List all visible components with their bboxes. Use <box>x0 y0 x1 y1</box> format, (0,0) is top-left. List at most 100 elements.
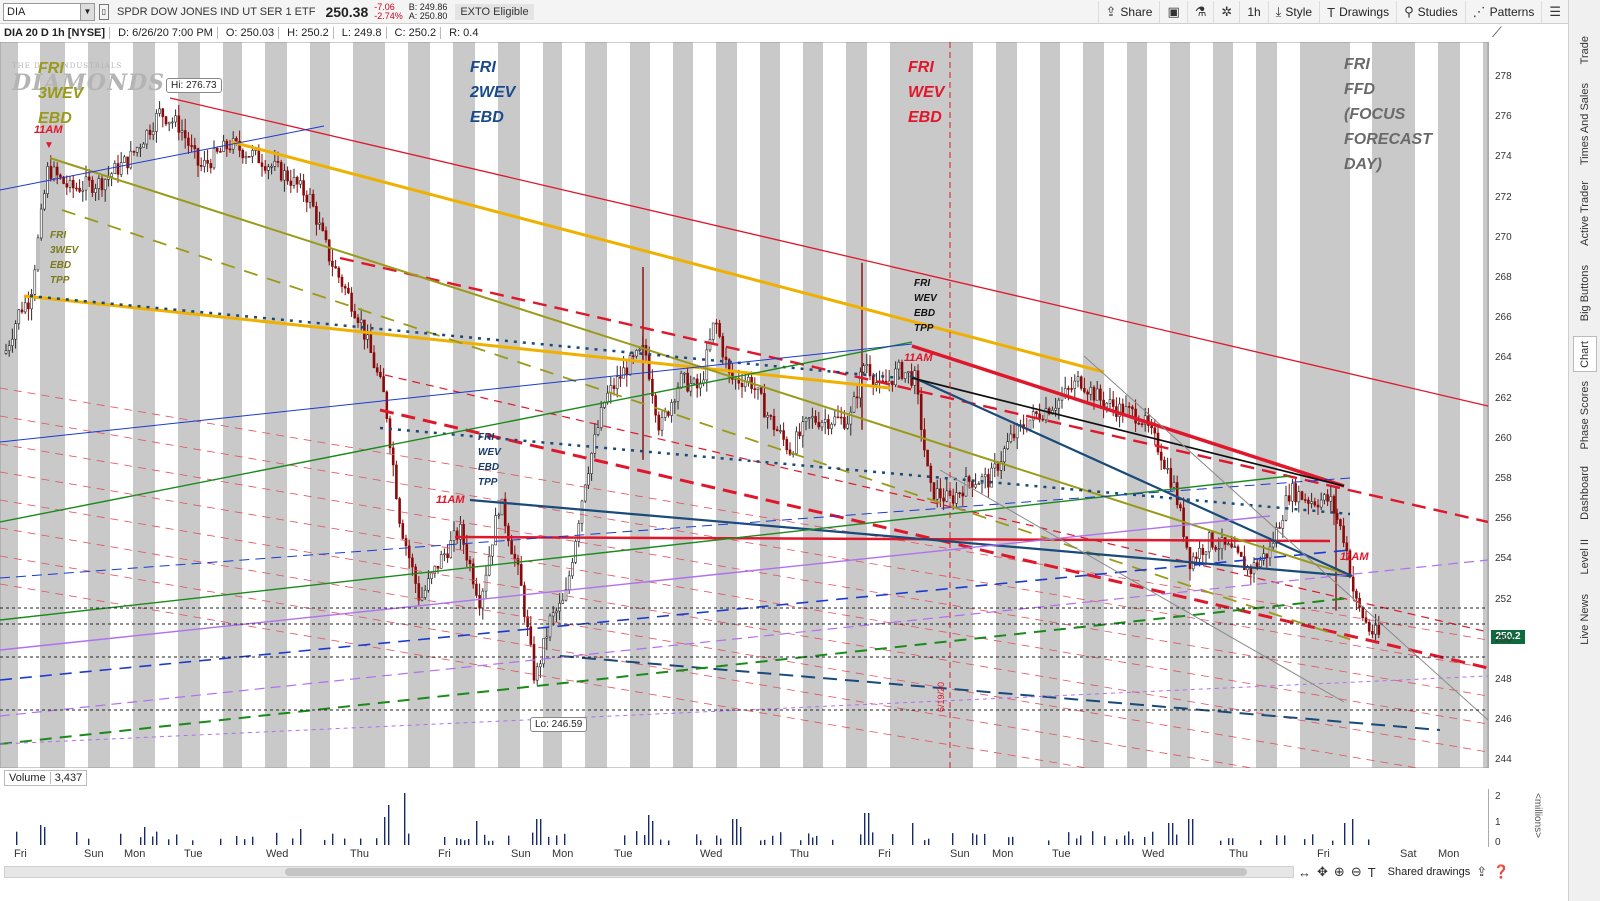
navy-dotted-trendline[interactable] <box>29 294 901 380</box>
text-tool-icon[interactable]: T <box>1367 864 1376 880</box>
black-trendline[interactable] <box>911 377 1345 487</box>
blue-dashed-trendline[interactable] <box>0 549 1351 681</box>
volume-bar <box>1068 832 1070 845</box>
blue-trendline[interactable] <box>0 343 913 443</box>
candle-body <box>1150 425 1153 429</box>
navy-trendline[interactable] <box>909 374 1353 578</box>
scrollbar-thumb[interactable] <box>285 868 1247 876</box>
red-horizontal-line[interactable] <box>454 535 1331 543</box>
red-trendline[interactable] <box>169 97 1488 407</box>
drawings-button[interactable]: T Drawings <box>1319 1 1396 23</box>
gray-trendline[interactable] <box>1083 355 1488 721</box>
bid-value: B: 249.86 <box>408 1 448 12</box>
time-axis-label: Thu <box>790 848 809 860</box>
horizontal-scrollbar[interactable] <box>4 866 1294 878</box>
zoom-in-icon[interactable]: ⊕ <box>1333 864 1345 879</box>
bar-close: C: 250.2 <box>394 27 437 39</box>
red-dashed-trendline-thin[interactable] <box>384 374 1488 633</box>
sidebar-tab-level-ii[interactable]: Level II <box>1573 534 1597 580</box>
flask-button[interactable]: ⚗ <box>1186 1 1214 23</box>
sidebar-tab-live-news[interactable]: Live News <box>1573 588 1597 650</box>
sidebar-tab-dashboard[interactable]: Dashboard <box>1573 458 1597 528</box>
volume-bar <box>1124 835 1126 845</box>
red-dashed-trendline-bold[interactable] <box>379 408 1488 670</box>
settings-button[interactable]: ✲ <box>1213 1 1239 23</box>
blue-dashed-trendline[interactable] <box>0 477 1351 579</box>
candle-body <box>308 193 312 203</box>
price-tick-label: 248 <box>1495 674 1512 685</box>
pan-icon[interactable]: ✥ <box>1317 864 1328 879</box>
candle-body <box>219 151 222 153</box>
session-stripe <box>1190 42 1213 768</box>
purple-dashed-trendline[interactable] <box>0 559 1488 717</box>
candle-body <box>891 380 894 386</box>
time-axis[interactable]: Fri Sun Mon Tue Wed Thu Fri Sun Mon Tue Wed Thu Fri S… <box>0 846 1488 862</box>
menu-button[interactable]: ☰ <box>1541 1 1568 23</box>
sidebar-tab-active-trader[interactable]: Active Trader <box>1573 176 1597 250</box>
drag-handle-icon[interactable]: ↔ <box>1298 864 1311 880</box>
symbol-dropdown-icon[interactable]: ▼ <box>80 3 94 20</box>
annot-line: TPP <box>478 477 498 488</box>
gray-trendline[interactable] <box>939 469 1345 703</box>
candle-body <box>1207 532 1211 553</box>
share-button[interactable]: ⇪ Share <box>1097 1 1160 23</box>
gear-icon: ✲ <box>1221 4 1233 19</box>
timeframe-button[interactable]: 1h <box>1239 1 1267 23</box>
candle-body <box>382 376 385 393</box>
sidebar-tab-chart[interactable]: Chart <box>1573 336 1597 372</box>
annot-line: FRI <box>50 230 67 241</box>
volume-bar <box>1144 836 1146 845</box>
volume-bar <box>556 835 558 845</box>
red-dashed-trendline[interactable] <box>339 256 1488 524</box>
sidebar-tab-trade[interactable]: Trade <box>1573 28 1597 72</box>
navy-dotted-trendline[interactable] <box>379 426 1351 516</box>
sidebar-tab-label: Level II <box>1579 539 1591 575</box>
candle-body <box>1364 617 1368 623</box>
candle-body <box>414 566 417 584</box>
candle-body <box>1031 411 1035 421</box>
session-stripe <box>1104 42 1127 768</box>
olive-dashed-trendline[interactable] <box>61 209 1353 641</box>
style-button[interactable]: ⤓ Style <box>1267 1 1319 23</box>
candle-body <box>199 165 203 167</box>
chart-toolbar: DIA ▼ ▯ SPDR DOW JONES IND UT SER 1 ETF … <box>0 0 1568 24</box>
green-trendline[interactable] <box>0 475 1291 621</box>
sidebar-tab-big-buttons[interactable]: Big Buttons <box>1573 256 1597 330</box>
session-stripe <box>607 42 630 768</box>
candle-body <box>471 563 475 585</box>
price-chart[interactable] <box>0 42 1488 768</box>
link-icon[interactable]: ▯ <box>99 3 109 20</box>
zoom-out-icon[interactable]: ⊖ <box>1350 864 1362 879</box>
studies-button[interactable]: ⚲ Studies <box>1396 1 1465 23</box>
candle-body <box>132 150 136 153</box>
candle-body <box>1156 432 1160 453</box>
price-axis[interactable]: 250.2 278 276 274 272 270 268 266 264 262 260 258 2… <box>1488 42 1546 768</box>
volume-bar <box>912 823 914 845</box>
gold-trendline[interactable] <box>231 140 1105 374</box>
shared-drawings-label[interactable]: Shared drawings <box>1387 866 1471 878</box>
candle-body <box>1275 527 1278 544</box>
candle-body <box>126 156 129 169</box>
help-icon[interactable]: ❓ <box>1493 864 1510 879</box>
sidebar-tab-times-and-sales[interactable]: Times And Sales <box>1573 78 1597 170</box>
navy-dashed-trendline[interactable] <box>559 655 1441 731</box>
share-drawings-icon[interactable]: ⇪ <box>1476 864 1488 879</box>
candle-body <box>267 166 270 171</box>
session-stripe <box>1277 42 1300 768</box>
blue-trendline[interactable] <box>0 125 325 191</box>
red-solid-trendline[interactable] <box>911 344 1345 488</box>
volume-bar <box>1172 823 1174 845</box>
drawing-tool-icon[interactable]: ⟋ <box>1492 24 1502 40</box>
sidebar-tab-phase-scores[interactable]: Phase Scores <box>1573 378 1597 452</box>
candle-body <box>785 439 789 451</box>
candle-body <box>379 371 382 377</box>
candle-body <box>36 237 40 271</box>
volume-bar <box>1276 835 1278 845</box>
symbol-input[interactable]: DIA ▼ <box>3 2 95 21</box>
volume-bar <box>644 835 646 845</box>
green-trendline[interactable] <box>0 341 913 523</box>
trendline-drawings[interactable] <box>0 42 1488 768</box>
patterns-button[interactable]: ⋰ Patterns <box>1464 1 1542 23</box>
snapshot-button[interactable]: ▣ <box>1159 1 1186 23</box>
green-dashed-trendline[interactable] <box>0 597 1351 745</box>
